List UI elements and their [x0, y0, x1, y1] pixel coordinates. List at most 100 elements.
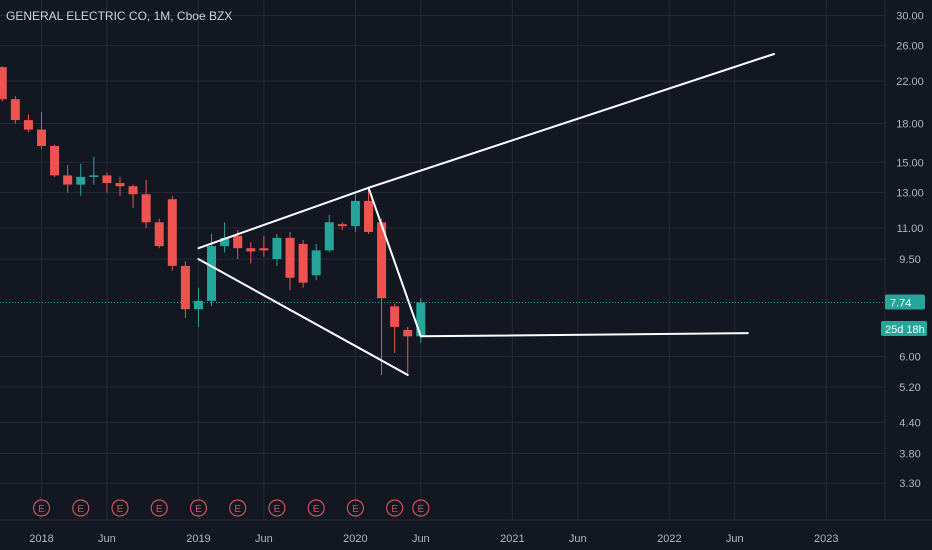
- candle: [403, 326, 413, 375]
- candle: [115, 176, 125, 196]
- time-tick-label: 2021: [500, 533, 524, 545]
- earnings-icon: [307, 499, 325, 517]
- candle: [272, 233, 282, 266]
- candle-body: [272, 237, 282, 260]
- grid: [0, 0, 885, 520]
- candle-body: [220, 237, 230, 247]
- candle-body: [37, 129, 46, 146]
- candle: [180, 261, 190, 318]
- earnings-marker: E: [268, 499, 286, 517]
- candle-body: [364, 200, 373, 232]
- candle-body: [0, 67, 7, 100]
- candle: [10, 96, 20, 124]
- trendline-drawings[interactable]: [197, 52, 775, 376]
- time-tick-label: Jun: [98, 533, 116, 545]
- candle-body: [10, 99, 20, 121]
- earnings-label: E: [391, 504, 398, 515]
- earnings-label: E: [156, 504, 163, 515]
- price-tick-label: 5.20: [899, 382, 920, 394]
- candle: [193, 287, 203, 327]
- symbol-title: GENERAL ELECTRIC CO, 1M, Cboe BZX: [6, 9, 233, 23]
- trendline: [367, 52, 775, 189]
- candle-body: [102, 175, 112, 184]
- earnings-marker: E: [307, 499, 325, 517]
- earnings-label: E: [195, 504, 202, 515]
- earnings-icon: [150, 499, 168, 517]
- time-tick-label: 2020: [343, 533, 367, 545]
- price-tick-label: 15.00: [896, 157, 924, 169]
- candle: [207, 233, 217, 307]
- time-axis[interactable]: 2018 Jun 2019 Jun 2020 Jun 2021 Jun 2022 Jun 2023: [0, 519, 932, 545]
- time-tick-label: Jun: [255, 533, 273, 545]
- candle: [167, 195, 177, 271]
- earnings-marker: E: [32, 499, 51, 517]
- price-axis-bg: [885, 0, 932, 520]
- earnings-icon: [229, 499, 247, 517]
- candle-body: [76, 176, 86, 185]
- candle: [89, 156, 99, 185]
- candle-body: [193, 300, 203, 310]
- trendline: [419, 332, 749, 338]
- time-tick-label: Jun: [726, 533, 744, 545]
- trendline: [197, 258, 409, 376]
- candle-body: [324, 222, 334, 251]
- price-tick-label: 11.00: [897, 223, 924, 235]
- earnings-icon: [346, 499, 365, 517]
- earnings-marker: E: [386, 499, 404, 517]
- candle-body: [128, 186, 138, 195]
- earnings-icon: [111, 499, 129, 517]
- candle: [364, 187, 373, 234]
- candle-body: [390, 306, 400, 327]
- candle-body: [403, 329, 413, 337]
- candle-body: [207, 246, 217, 301]
- candle: [102, 172, 112, 193]
- candle-body: [141, 194, 151, 223]
- price-tick-label: 4.40: [899, 417, 920, 429]
- time-tick-label: Jun: [569, 533, 587, 545]
- candle-body: [180, 265, 190, 310]
- last-price-label: 7.74: [890, 298, 911, 310]
- price-tick-label: 3.80: [899, 448, 920, 460]
- candle: [350, 194, 360, 232]
- candle: [128, 184, 138, 208]
- earnings-marker: E: [346, 499, 365, 517]
- candle-body: [377, 222, 387, 299]
- candle-body: [246, 248, 256, 252]
- price-tick-label: 26.00: [896, 41, 924, 53]
- candle: [285, 231, 295, 291]
- earnings-label: E: [417, 504, 424, 515]
- candle-body: [311, 250, 321, 276]
- bar-countdown-label: 25d 18h: [885, 324, 925, 336]
- candle: [23, 114, 33, 133]
- candle: [37, 112, 46, 149]
- trendline: [367, 186, 422, 338]
- candle: [220, 222, 230, 253]
- earnings-label: E: [38, 504, 45, 515]
- earnings-label: E: [117, 504, 124, 515]
- candle: [76, 163, 86, 196]
- candle: [246, 241, 256, 264]
- candle: [390, 303, 400, 354]
- price-tick-label: 3.30: [899, 478, 920, 490]
- candle: [63, 165, 73, 193]
- time-tick-label: 2022: [657, 533, 681, 545]
- earnings-icon: [268, 499, 286, 517]
- candle: [324, 214, 334, 253]
- candle-body: [23, 120, 33, 130]
- time-tick-label: Jun: [412, 533, 430, 545]
- candle-body: [350, 200, 360, 227]
- last-price-tag: [885, 294, 925, 310]
- price-tick-label: 30.00: [896, 10, 924, 22]
- earnings-icon: [189, 499, 208, 517]
- candle: [298, 239, 308, 288]
- price-tags: 7.74 25d 18h: [881, 294, 927, 336]
- earnings-marker: E: [229, 499, 247, 517]
- time-tick-label: 2019: [186, 533, 210, 545]
- price-tick-label: 18.00: [896, 119, 924, 131]
- price-axis[interactable]: 30.00 26.00 22.00 18.00 15.00 13.00 11.00 9.50 6…: [884, 0, 932, 520]
- candle-body: [63, 175, 73, 185]
- candle: [50, 144, 60, 177]
- earnings-marker: E: [412, 499, 430, 517]
